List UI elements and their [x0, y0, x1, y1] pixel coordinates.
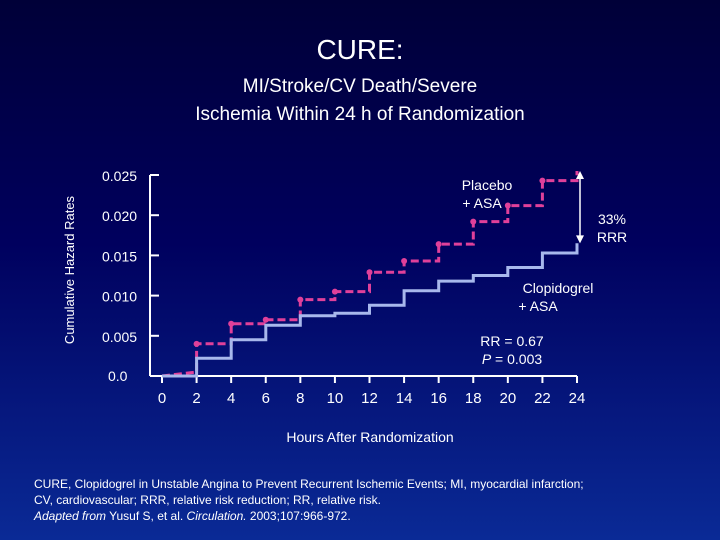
x-tick-label: 12	[361, 390, 378, 407]
x-tick-label: 18	[465, 390, 482, 407]
x-tick-label: 10	[327, 390, 344, 407]
citation-authors: Yusuf S, et al.	[106, 509, 187, 523]
y-tick-label: 0.025	[102, 168, 137, 184]
placebo-point	[401, 258, 408, 265]
placebo-point	[539, 177, 546, 184]
y-tick-label: 0.010	[102, 289, 137, 305]
placebo-point	[297, 296, 304, 303]
x-tick-label: 4	[227, 390, 235, 407]
rr-label: RR = 0.67	[480, 333, 544, 349]
x-tick-label: 24	[569, 390, 586, 407]
placebo-point	[331, 288, 338, 295]
footnote-line1: CURE, Clopidogrel in Unstable Angina to …	[34, 477, 584, 491]
x-axis-title: Hours After Randomization	[286, 429, 453, 445]
y-axis-title: Cumulative Hazard Rates	[62, 195, 77, 344]
footnote: CURE, Clopidogrel in Unstable Angina to …	[34, 476, 704, 524]
placebo-point	[193, 340, 200, 347]
p-value: = 0.003	[491, 351, 542, 367]
slide-title: CURE:	[316, 34, 404, 65]
chart-axes: 0.0 0.005 0.010 0.015 0.020 0.025 Cumulative H…	[62, 168, 585, 445]
citation-adapted: Adapted from	[34, 509, 107, 523]
placebo-point	[228, 320, 235, 327]
x-tick-label: 2	[192, 390, 200, 407]
placebo-point	[262, 316, 269, 323]
citation-tail: 2003;107:966-972.	[246, 509, 351, 523]
rrr-arrow-head-bottom	[576, 235, 584, 244]
rrr-label-line1: 33%	[598, 211, 626, 227]
slide-subtitle-line2: Ischemia Within 24 h of Randomization	[195, 104, 525, 125]
y-tick-label: 0.005	[102, 329, 137, 345]
placebo-label-line1: Placebo	[462, 177, 513, 193]
slide-subtitle-line1: MI/Stroke/CV Death/Severe	[242, 76, 478, 97]
x-tick-label: 6	[262, 390, 270, 407]
clopidogrel-label-line1: Clopidogrel	[523, 280, 594, 296]
rrr-label-line2: RRR	[597, 229, 627, 245]
chart-annotations: Placebo + ASA Clopidogrel + ASA 33% RRR RR = 0…	[462, 170, 627, 367]
footnote-citation: Adapted from Yusuf S, et al. Circulation…	[34, 508, 704, 524]
x-tick-label: 16	[430, 390, 447, 407]
p-value-label: P = 0.003	[482, 351, 543, 367]
x-tick-label: 14	[396, 390, 413, 407]
placebo-point	[470, 218, 477, 225]
p-symbol: P	[482, 351, 492, 367]
x-tick-label: 8	[296, 390, 304, 407]
x-tick-label: 0	[158, 390, 166, 407]
chart-series	[161, 171, 579, 378]
y-tick-label: 0.020	[102, 208, 137, 224]
y-tick-label: 0.015	[102, 248, 137, 264]
citation-journal: Circulation.	[186, 509, 247, 523]
clopidogrel-label-line2: + ASA	[518, 298, 558, 314]
clopidogrel-line	[162, 243, 579, 378]
y-tick-label: 0.0	[108, 368, 128, 384]
placebo-label-line2: + ASA	[462, 195, 502, 211]
placebo-point	[435, 241, 442, 248]
rrr-arrow-head-top	[576, 170, 584, 179]
x-tick-label: 20	[499, 390, 516, 407]
footnote-line2: CV, cardiovascular; RRR, relative risk r…	[34, 493, 381, 507]
x-tick-label: 22	[534, 390, 551, 407]
placebo-point	[504, 202, 511, 209]
placebo-point	[366, 269, 373, 276]
